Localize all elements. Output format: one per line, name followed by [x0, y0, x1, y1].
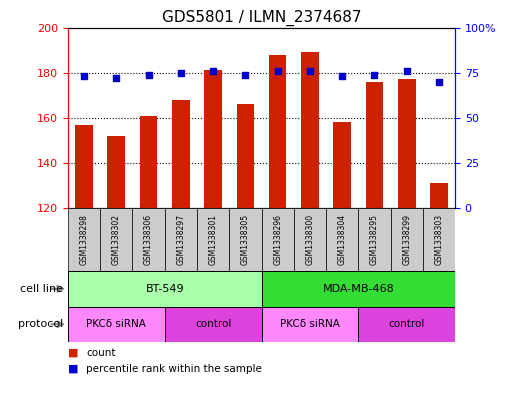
- Bar: [301, 52, 319, 208]
- Point: [177, 70, 185, 76]
- Bar: [269, 55, 287, 208]
- Bar: [262, 208, 294, 271]
- Point: [305, 68, 314, 74]
- Bar: [236, 104, 254, 208]
- Text: GSM1338297: GSM1338297: [176, 214, 185, 265]
- Text: GSM1338302: GSM1338302: [112, 214, 121, 265]
- Bar: [262, 307, 358, 342]
- Text: ■: ■: [68, 348, 78, 358]
- Text: GSM1338301: GSM1338301: [209, 214, 218, 265]
- Text: control: control: [389, 319, 425, 329]
- Text: BT-549: BT-549: [145, 284, 184, 294]
- Bar: [430, 184, 448, 208]
- Point: [144, 72, 153, 78]
- Text: GSM1338306: GSM1338306: [144, 214, 153, 265]
- Text: ■: ■: [68, 364, 78, 373]
- Bar: [358, 307, 455, 342]
- Bar: [100, 208, 132, 271]
- Text: GSM1338304: GSM1338304: [338, 214, 347, 265]
- Point: [209, 68, 218, 74]
- Point: [370, 72, 379, 78]
- Bar: [366, 82, 383, 208]
- Text: GSM1338295: GSM1338295: [370, 214, 379, 265]
- Point: [112, 75, 120, 81]
- Text: GSM1338299: GSM1338299: [402, 214, 411, 265]
- Text: protocol: protocol: [17, 319, 63, 329]
- Bar: [391, 208, 423, 271]
- Point: [274, 68, 282, 74]
- Text: cell line: cell line: [20, 284, 63, 294]
- Text: PKCδ siRNA: PKCδ siRNA: [86, 319, 146, 329]
- Bar: [68, 208, 100, 271]
- Bar: [197, 208, 229, 271]
- Bar: [229, 208, 262, 271]
- Text: GSM1338300: GSM1338300: [305, 214, 314, 265]
- Bar: [140, 116, 157, 208]
- Bar: [68, 307, 165, 342]
- Text: PKCδ siRNA: PKCδ siRNA: [280, 319, 340, 329]
- Text: GSM1338303: GSM1338303: [435, 214, 444, 265]
- Point: [435, 79, 443, 85]
- Bar: [172, 100, 190, 208]
- Point: [338, 73, 346, 79]
- Text: GSM1338305: GSM1338305: [241, 214, 250, 265]
- Bar: [204, 70, 222, 208]
- Text: GSM1338298: GSM1338298: [79, 214, 88, 265]
- Bar: [108, 136, 125, 208]
- Bar: [326, 208, 358, 271]
- Text: MDA-MB-468: MDA-MB-468: [322, 284, 394, 294]
- Bar: [75, 125, 93, 208]
- Bar: [358, 208, 391, 271]
- Text: GSM1338296: GSM1338296: [273, 214, 282, 265]
- Bar: [68, 271, 262, 307]
- Bar: [398, 79, 415, 208]
- Point: [80, 73, 88, 79]
- Title: GDS5801 / ILMN_2374687: GDS5801 / ILMN_2374687: [162, 10, 361, 26]
- Text: control: control: [195, 319, 231, 329]
- Point: [241, 72, 249, 78]
- Bar: [294, 208, 326, 271]
- Text: count: count: [86, 349, 116, 358]
- Bar: [423, 208, 455, 271]
- Text: percentile rank within the sample: percentile rank within the sample: [86, 364, 262, 374]
- Bar: [132, 208, 165, 271]
- Bar: [165, 307, 262, 342]
- Bar: [165, 208, 197, 271]
- Bar: [262, 271, 455, 307]
- Bar: [333, 122, 351, 208]
- Point: [403, 68, 411, 74]
